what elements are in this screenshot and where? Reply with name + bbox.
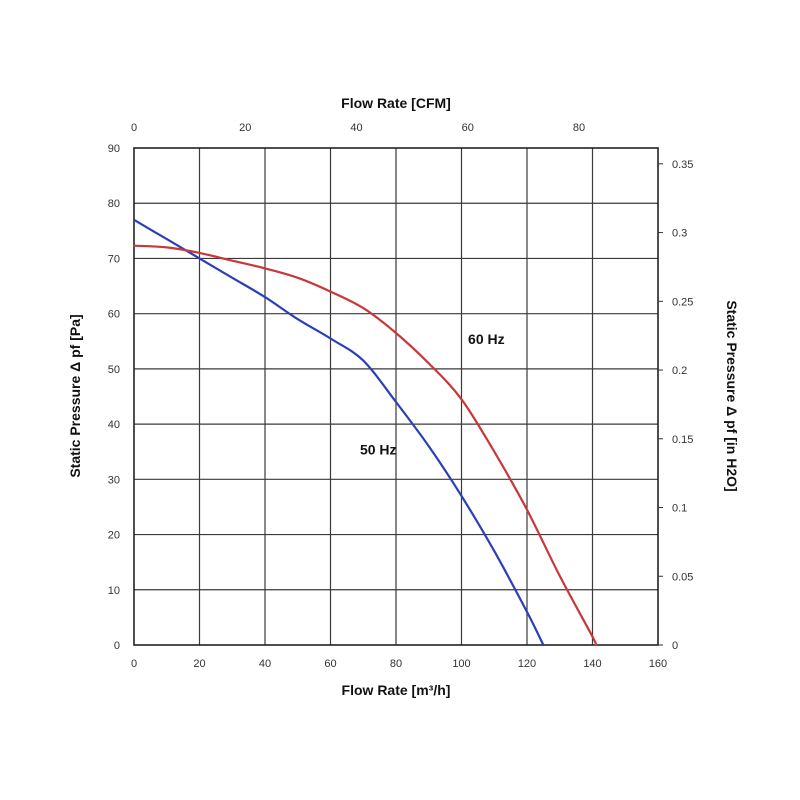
y2-tick-label: 0.35 xyxy=(672,159,693,171)
x-tick-label: 120 xyxy=(518,658,536,670)
y2-tick-label: 0.3 xyxy=(672,228,687,240)
y2-tick-label: 0.2 xyxy=(672,365,687,377)
y2-tick-label: 0.15 xyxy=(672,434,693,446)
x2-tick-label: 60 xyxy=(462,122,474,134)
x2-tick-label: 80 xyxy=(573,122,585,134)
y-tick-label: 90 xyxy=(108,143,120,155)
x-tick-label: 60 xyxy=(324,658,336,670)
annotations: 60 Hz 50 Hz xyxy=(360,331,505,457)
y-tick-label: 40 xyxy=(108,419,120,431)
y-tick-label: 50 xyxy=(108,364,120,376)
x-tick-label: 140 xyxy=(583,658,601,670)
x-tick-label: 40 xyxy=(259,658,271,670)
y2-tick-label: 0.05 xyxy=(672,571,693,583)
series-line-60-hz xyxy=(132,244,598,647)
grid xyxy=(134,148,658,645)
annotation-60-hz: 60 Hz xyxy=(468,331,505,347)
x-tick-label: 160 xyxy=(649,658,667,670)
y-tick-label: 30 xyxy=(108,474,120,486)
y2-tick-label: 0 xyxy=(672,640,678,652)
y2-tick-label: 0.25 xyxy=(672,296,693,308)
x-tick-label: 0 xyxy=(131,658,137,670)
annotation-50-hz: 50 Hz xyxy=(360,441,397,457)
y-tick-label: 0 xyxy=(114,640,120,652)
tick-labels: 0 20 40 60 80 100 120 140 160 0 10 20 30 40 50 60 70 80 90… xyxy=(108,122,694,670)
y-axis-title: Static Pressure Δ pf [Pa] xyxy=(67,314,83,477)
y-tick-label: 10 xyxy=(108,585,120,597)
x-tick-label: 100 xyxy=(452,658,470,670)
y-tick-label: 60 xyxy=(108,309,120,321)
x2-tick-label: 40 xyxy=(350,122,362,134)
x-tick-label: 20 xyxy=(193,658,205,670)
x2-tick-label: 0 xyxy=(131,122,137,134)
y-tick-label: 70 xyxy=(108,253,120,265)
x2-axis-title: Flow Rate [CFM] xyxy=(341,95,451,111)
x2-tick-label: 20 xyxy=(239,122,251,134)
y-tick-label: 20 xyxy=(108,530,120,542)
y2-tick-label: 0.1 xyxy=(672,503,687,515)
plot-frame xyxy=(133,147,659,646)
y2-axis-title: Static Pressure Δ pf [in H2O] xyxy=(724,300,740,491)
y-tick-label: 80 xyxy=(108,198,120,210)
series-line-50-hz xyxy=(132,218,545,647)
x-tick-label: 80 xyxy=(390,658,402,670)
x-axis-title: Flow Rate [m³/h] xyxy=(342,682,451,698)
series-lines xyxy=(132,218,598,647)
